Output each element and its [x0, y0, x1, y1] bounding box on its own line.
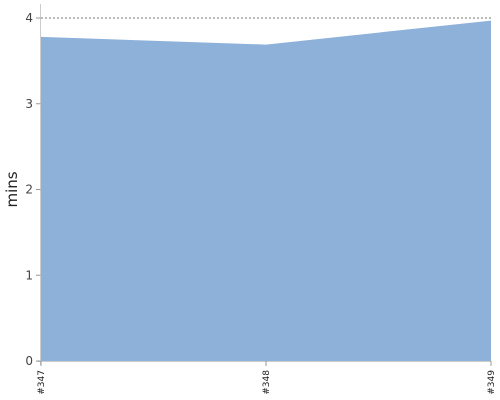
y-tick-label: 2 [25, 183, 33, 197]
x-tick-label: #347 [37, 370, 47, 395]
y-tick-labels: 0 1 2 3 4 [25, 11, 33, 368]
y-tick-label: 1 [25, 268, 33, 282]
y-tick-label: 4 [25, 11, 33, 25]
y-tick-label: 0 [25, 354, 33, 368]
axes [36, 4, 492, 366]
x-tick-label: #348 [262, 370, 272, 395]
x-tick-label: #349 [487, 370, 497, 395]
y-axis-title: mins [3, 171, 21, 207]
series-area-0 [41, 20, 491, 361]
x-tick-labels: #347 #348 #349 [37, 370, 497, 395]
y-tick-label: 3 [25, 97, 33, 111]
series-area-layer [40, 20, 492, 361]
